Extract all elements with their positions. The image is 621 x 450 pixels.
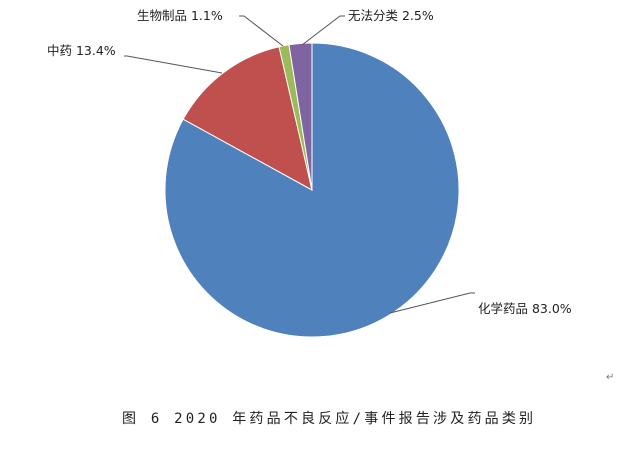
- pie-slice-tcm: [182, 46, 313, 191]
- leader-line-bio: [239, 15, 284, 47]
- leader-line-tcm: [124, 55, 223, 74]
- data-label-chemical: 化学药品 83.0%: [478, 301, 572, 316]
- pie-slice-unclassified: [288, 42, 313, 191]
- data-label-bio: 生物制品 1.1%: [137, 8, 223, 23]
- data-label-tcm: 中药 13.4%: [47, 43, 116, 58]
- data-label-unclassified: 无法分类 2.5%: [348, 8, 434, 23]
- figure-caption: 图 6 2020 年药品不良反应/事件报告涉及药品类别: [122, 411, 537, 427]
- paragraph-mark: ↵: [606, 372, 615, 383]
- leader-line-chemical: [389, 292, 475, 314]
- leader-line-unclassified: [301, 15, 345, 46]
